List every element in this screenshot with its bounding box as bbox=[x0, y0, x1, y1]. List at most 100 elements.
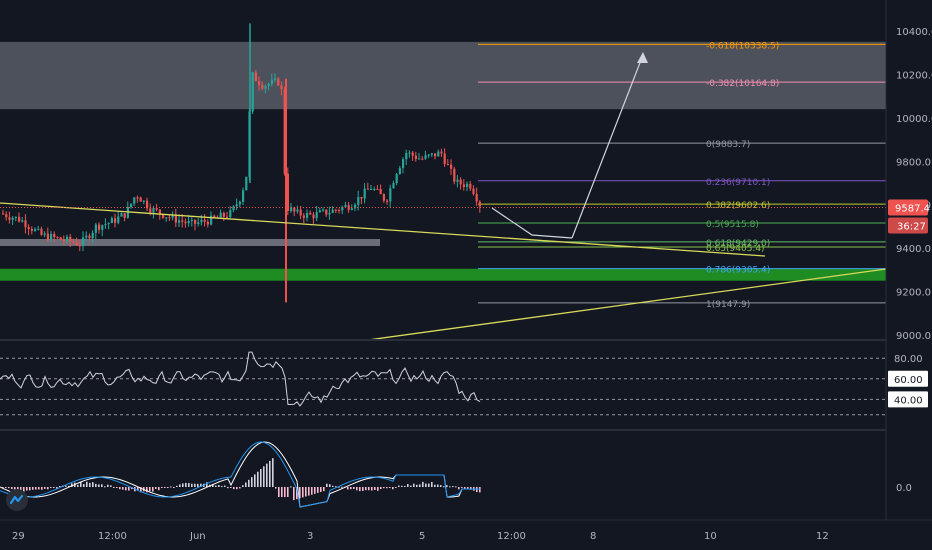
macd-histogram-bar bbox=[104, 486, 106, 488]
macd-histogram-bar bbox=[365, 487, 367, 491]
rsi-tick-label: 80.00 bbox=[894, 354, 923, 365]
macd-histogram-bar bbox=[326, 483, 328, 487]
candle-body bbox=[40, 228, 43, 235]
macd-histogram-bar bbox=[329, 484, 331, 487]
macd-histogram-bar bbox=[395, 487, 397, 488]
projection-arrow[interactable] bbox=[571, 54, 644, 239]
arrow-head-icon bbox=[637, 52, 648, 63]
macd-histogram-bar bbox=[194, 483, 196, 487]
candle-body bbox=[117, 216, 120, 223]
macd-histogram-bar bbox=[455, 486, 457, 488]
candle-body bbox=[152, 208, 155, 213]
macd-histogram-bar bbox=[2, 487, 4, 488]
macd-histogram-bar bbox=[86, 481, 88, 487]
drawing-tools[interactable] bbox=[0, 52, 887, 341]
resistance-zone[interactable] bbox=[0, 41, 886, 110]
fib-level-label: 0(9883.7) bbox=[706, 140, 750, 150]
macd-histogram-bar bbox=[401, 485, 403, 487]
ascending-trendline[interactable] bbox=[367, 268, 887, 341]
macd-histogram-bar bbox=[257, 471, 259, 487]
candle-body bbox=[162, 214, 165, 218]
candle-body bbox=[251, 72, 254, 112]
candle-body bbox=[450, 164, 453, 169]
candle-body bbox=[149, 208, 152, 213]
macd-histogram-bar bbox=[359, 487, 361, 492]
price-tick-label: 10000.0 bbox=[896, 114, 932, 125]
macd-histogram-bar bbox=[158, 487, 160, 491]
macd-histogram-bar bbox=[263, 466, 265, 487]
macd-histogram-bar bbox=[155, 487, 157, 489]
current-price-badge bbox=[888, 199, 928, 216]
rsi-line bbox=[0, 351, 481, 407]
time-axis[interactable]: 29 12:00 Jun 3 5 12:00 8 10 12 bbox=[12, 531, 829, 542]
macd-histogram-bar bbox=[416, 484, 418, 487]
candle-body bbox=[379, 189, 382, 195]
support-zone[interactable] bbox=[0, 268, 886, 281]
macd-pane[interactable] bbox=[0, 441, 481, 508]
macd-histogram-bar bbox=[119, 487, 121, 490]
macd-histogram-bar bbox=[374, 487, 376, 491]
fibonacci-retracement[interactable]: -0.618(10338.5) -0.382(10164.8) 0(9883.7) 0… bbox=[478, 41, 886, 310]
candle-body bbox=[30, 228, 33, 231]
candle-body bbox=[434, 153, 437, 157]
macd-histogram-bar bbox=[467, 487, 469, 489]
candle-body bbox=[200, 219, 203, 223]
macd-histogram-bar bbox=[446, 485, 448, 487]
candle-body bbox=[8, 217, 11, 220]
macd-histogram-bar bbox=[23, 487, 25, 492]
candle-body bbox=[107, 223, 110, 225]
tradingview-logo-icon[interactable] bbox=[6, 489, 28, 511]
macd-histogram-bar bbox=[479, 487, 481, 493]
macd-histogram-bar bbox=[188, 482, 190, 487]
fib-level-label: -0.382(10164.8) bbox=[706, 79, 779, 89]
macd-histogram-bar bbox=[437, 484, 439, 487]
candle-body bbox=[312, 214, 315, 219]
candle-body bbox=[478, 201, 481, 207]
candle-body bbox=[62, 239, 65, 241]
macd-histogram-bar bbox=[89, 482, 91, 487]
candle-body bbox=[280, 85, 283, 90]
macd-histogram-bar bbox=[314, 487, 316, 494]
projection-path[interactable] bbox=[491, 207, 573, 239]
macd-histogram-bar bbox=[239, 487, 241, 489]
fib-level-label: 0.786(9305.4) bbox=[706, 266, 770, 276]
candle-body bbox=[235, 204, 238, 207]
price-axis[interactable]: 10400.010200.010000.09800.09600.09400.09… bbox=[888, 27, 932, 494]
candle-body bbox=[389, 188, 392, 202]
macd-histogram-bar bbox=[221, 486, 223, 488]
macd-histogram-bar bbox=[53, 486, 55, 488]
macd-histogram-bar bbox=[266, 463, 268, 487]
macd-histogram-bar bbox=[215, 485, 217, 487]
fib-level-label: 0.382(9602.6) bbox=[706, 201, 770, 211]
candle-body bbox=[334, 209, 337, 211]
candle-body bbox=[53, 233, 56, 238]
rsi-pane[interactable] bbox=[0, 351, 886, 416]
macd-histogram-bar bbox=[332, 485, 334, 487]
macd-histogram-bar bbox=[335, 486, 337, 488]
candle-body bbox=[430, 153, 433, 155]
macd-histogram-bar bbox=[281, 487, 283, 497]
candle-body bbox=[146, 200, 149, 209]
macd-histogram-bar bbox=[152, 487, 154, 492]
candle-body bbox=[472, 188, 475, 194]
macd-histogram-bar bbox=[431, 481, 433, 487]
range-box[interactable] bbox=[0, 239, 380, 246]
candle-body bbox=[354, 204, 357, 209]
candle-body bbox=[85, 235, 88, 238]
candle-body bbox=[296, 209, 299, 212]
macd-histogram-bar bbox=[77, 484, 79, 487]
macd-histogram-bar bbox=[341, 486, 343, 488]
macd-histogram-bar bbox=[380, 487, 382, 490]
candle-body bbox=[408, 152, 411, 154]
macd-histogram-bar bbox=[101, 484, 103, 487]
descending-trendline[interactable] bbox=[0, 202, 766, 257]
candle-body bbox=[178, 220, 181, 223]
macd-histogram-bar bbox=[368, 487, 370, 491]
price-pane[interactable]: -0.618(10338.5) -0.382(10164.8) 0(9883.7) 0… bbox=[0, 23, 887, 341]
macd-histogram-bar bbox=[224, 485, 226, 487]
macd-histogram-bar bbox=[350, 487, 352, 490]
macd-signal-line bbox=[0, 441, 480, 508]
macd-histogram-bar bbox=[449, 486, 451, 488]
candle-body bbox=[318, 210, 321, 213]
